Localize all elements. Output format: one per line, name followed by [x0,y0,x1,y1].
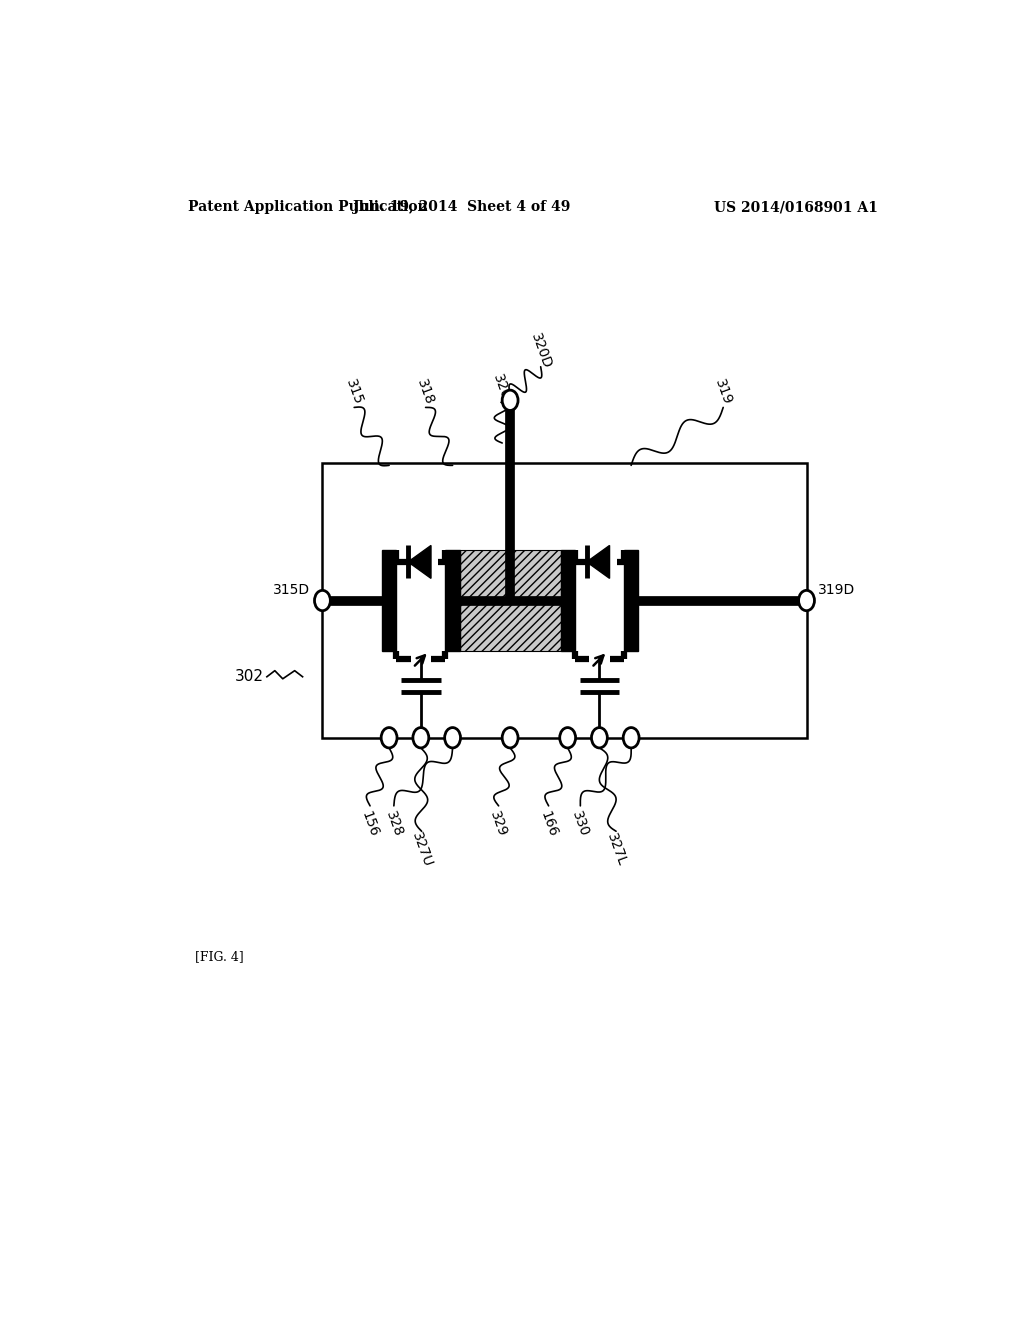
Bar [560,549,574,651]
Text: Jun. 19, 2014  Sheet 4 of 49: Jun. 19, 2014 Sheet 4 of 49 [352,201,570,214]
Text: 156: 156 [359,809,381,840]
Bar [323,463,807,738]
Circle shape [502,391,518,411]
Text: Patent Application Publication: Patent Application Publication [187,201,427,214]
Text: 330: 330 [569,809,592,840]
Text: 329: 329 [487,809,510,840]
Bar [445,549,460,651]
Bar [460,549,560,651]
Polygon shape [587,545,609,578]
Circle shape [444,727,461,748]
Text: US 2014/0168901 A1: US 2014/0168901 A1 [714,201,878,214]
Text: 328: 328 [383,809,404,840]
Circle shape [560,727,575,748]
Text: 166: 166 [538,809,560,840]
Text: 302: 302 [236,669,264,684]
Circle shape [624,727,639,748]
Circle shape [413,727,429,748]
Text: 320: 320 [489,372,512,401]
Circle shape [592,727,607,748]
Text: 320D: 320D [527,331,554,371]
Text: 318: 318 [415,378,436,407]
Circle shape [381,727,397,748]
Text: 315D: 315D [273,583,310,598]
Text: 327U: 327U [409,830,434,869]
Text: 315: 315 [343,378,366,407]
Text: 319D: 319D [818,583,856,598]
Circle shape [502,727,518,748]
Text: 319: 319 [712,378,734,407]
Polygon shape [409,545,431,578]
Text: 327L: 327L [604,832,629,869]
Circle shape [314,590,331,611]
Circle shape [799,590,814,611]
Bar [382,549,396,651]
Bar [624,549,638,651]
Text: [FIG. 4]: [FIG. 4] [196,950,244,962]
